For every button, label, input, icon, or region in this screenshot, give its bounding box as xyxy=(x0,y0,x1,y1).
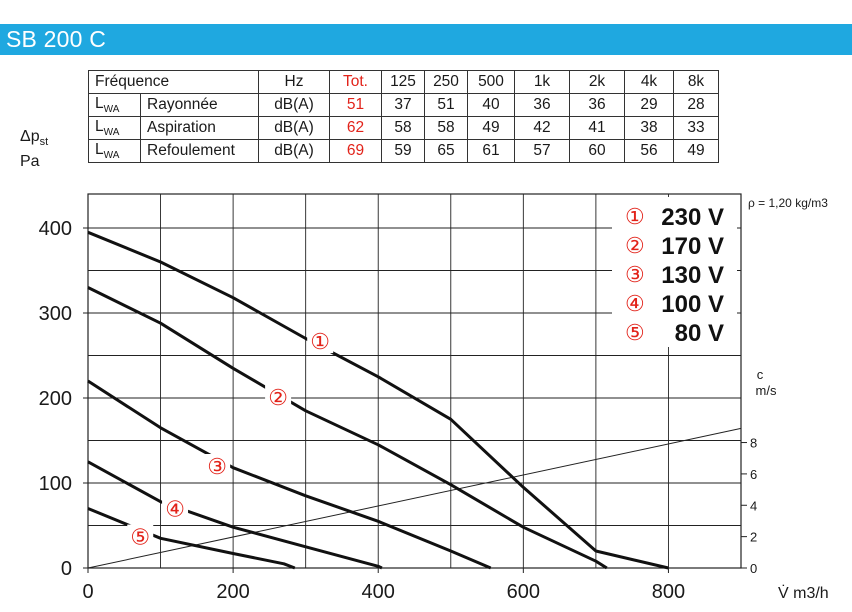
table-cell: 51 xyxy=(424,93,468,117)
legend-label: 80 V xyxy=(675,320,724,347)
table-cell: 61 xyxy=(467,139,515,163)
x-tick-label: 800 xyxy=(652,581,685,603)
table-row: LWA Rayonnée dB(A) 51 37 51 40 36 36 29 28 xyxy=(88,93,719,117)
curve-marker-2: ② xyxy=(268,385,288,410)
curve-marker-bg xyxy=(307,329,334,354)
x-axis-label: V̇ m3/h xyxy=(778,584,829,602)
velocity-tick-label: 6 xyxy=(750,467,757,482)
curve-marker-bg xyxy=(162,496,189,521)
curve-marker-bg xyxy=(265,385,292,410)
table-cell: 57 xyxy=(514,139,570,163)
table-cell: 36 xyxy=(514,93,570,117)
velocity-tick-label: 4 xyxy=(750,498,757,513)
legend-marker: ① xyxy=(625,204,645,229)
curve-marker-3: ③ xyxy=(207,454,227,479)
y-tick-label: 100 xyxy=(39,473,72,495)
table-cell: dB(A) xyxy=(258,93,330,117)
legend-box xyxy=(612,197,737,347)
y-tick-label: 400 xyxy=(39,218,72,240)
fan-curve-1 xyxy=(87,230,669,570)
table-header-cell: 500 xyxy=(467,70,515,94)
y-tick-label: 300 xyxy=(39,303,72,325)
curve-marker-1: ① xyxy=(310,329,330,354)
fan-curve-5 xyxy=(87,507,296,570)
y-axis-unit: Pa xyxy=(20,153,40,170)
table-cell: 38 xyxy=(624,116,674,140)
table-row: LWA Aspiration dB(A) 62 58 58 49 42 41 38 33 xyxy=(88,116,719,140)
legend-marker: ③ xyxy=(625,262,645,287)
lwa-cell: LWA xyxy=(88,139,141,163)
velocity-axis-label: c xyxy=(757,367,764,382)
legend-marker: ⑤ xyxy=(625,320,645,345)
curve-marker-bg xyxy=(204,454,231,478)
table-cell: 56 xyxy=(624,139,674,163)
legend-label: 130 V xyxy=(661,262,724,289)
table-header-cell: 1k xyxy=(514,70,570,94)
table-header-cell: 4k xyxy=(624,70,674,94)
table-cell: dB(A) xyxy=(258,116,330,140)
velocity-axis-unit: m/s xyxy=(756,383,777,398)
table-cell: 40 xyxy=(467,93,515,117)
x-tick-label: 400 xyxy=(362,581,395,603)
fan-curve-3 xyxy=(87,379,492,570)
legend-label: 170 V xyxy=(661,233,724,260)
table-header-cell: Fréquence xyxy=(88,70,259,94)
table-cell: 59 xyxy=(381,139,425,163)
curve-marker-bg xyxy=(127,524,154,549)
header-bar: SB 200 C xyxy=(0,24,852,55)
row-label: Aspiration xyxy=(140,116,259,140)
density-note: ρ = 1,20 kg/m3 xyxy=(748,196,828,210)
table-cell: 65 xyxy=(424,139,468,163)
legend-label: 230 V xyxy=(661,204,724,231)
table-header-cell: 2k xyxy=(569,70,625,94)
table-row: LWA Refoulement dB(A) 69 59 65 61 57 60 56 49 xyxy=(88,139,719,163)
y-tick-label: 0 xyxy=(61,558,72,580)
legend-marker: ② xyxy=(625,233,645,258)
row-label: Refoulement xyxy=(140,139,259,163)
noise-table: Fréquence Hz Tot. 125 250 500 1k 2k 4k 8k LWA Rayon… xyxy=(88,70,719,163)
table-cell: 49 xyxy=(467,116,515,140)
table-cell: 49 xyxy=(673,139,719,163)
product-title: SB 200 C xyxy=(6,26,107,52)
x-tick-label: 0 xyxy=(82,581,93,603)
fan-curve-4 xyxy=(87,460,383,570)
table-cell: dB(A) xyxy=(258,139,330,163)
table-cell: 60 xyxy=(569,139,625,163)
legend-label: 100 V xyxy=(661,291,724,318)
lwa-cell: LWA xyxy=(88,93,141,117)
y-axis-symbol: Δpst xyxy=(20,128,49,149)
fan-curve-2 xyxy=(87,286,608,570)
legend-marker: ④ xyxy=(625,291,645,316)
x-tick-label: 600 xyxy=(507,581,540,603)
velocity-tick-label: 8 xyxy=(750,436,757,451)
table-cell: 36 xyxy=(569,93,625,117)
row-label: Rayonnée xyxy=(140,93,259,117)
table-header-cell: Tot. xyxy=(329,70,382,94)
table-cell: 41 xyxy=(569,116,625,140)
curve-marker-4: ④ xyxy=(165,497,185,522)
velocity-tick-label: 0 xyxy=(750,561,757,576)
x-tick-label: 200 xyxy=(216,581,249,603)
table-header-row: Fréquence Hz Tot. 125 250 500 1k 2k 4k 8k xyxy=(88,70,719,94)
velocity-tick-label: 2 xyxy=(750,530,757,545)
table-header-cell: 8k xyxy=(673,70,719,94)
y-tick-label: 200 xyxy=(39,388,72,410)
curve-marker-5: ⑤ xyxy=(130,525,150,550)
